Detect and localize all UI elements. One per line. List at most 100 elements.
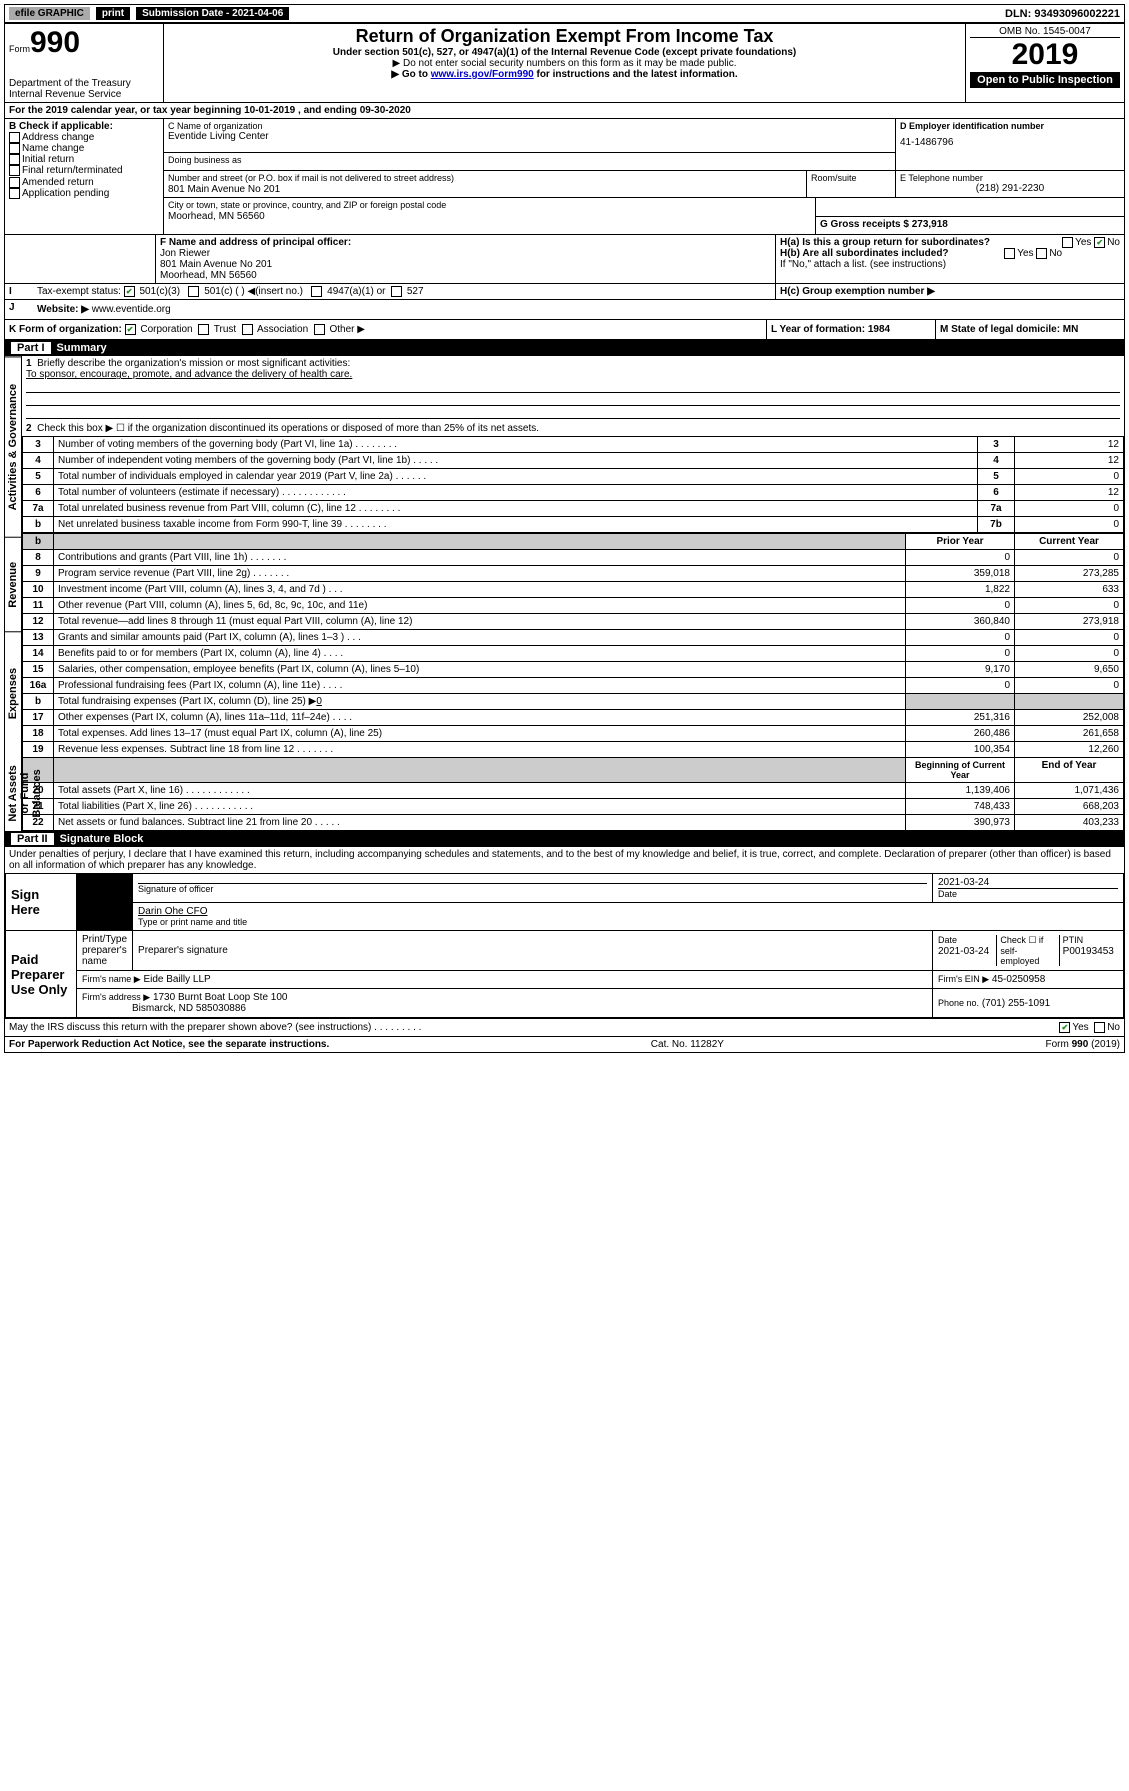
firm-addr1: 1730 Burnt Boat Loop Ste 100 — [153, 992, 288, 1003]
l5-desc: Total number of individuals employed in … — [54, 469, 978, 485]
row-21: 21Total liabilities (Part X, line 26) . … — [23, 799, 1124, 815]
header-center: Return of Organization Exempt From Incom… — [164, 24, 965, 102]
section-bcdeg: B Check if applicable: Address change Na… — [5, 119, 1124, 235]
line-1: 1 Briefly describe the organization's mi… — [22, 356, 1124, 421]
h-b: H(b) Are all subordinates included? Yes … — [780, 248, 1120, 259]
row-7b: bNet unrelated business taxable income f… — [23, 517, 1124, 533]
firm-name: Eide Bailly LLP — [143, 974, 210, 985]
check-corp-icon: ✔ — [125, 324, 136, 335]
l1-label: Briefly describe the organization's miss… — [37, 358, 350, 369]
subtitle-1: Under section 501(c), 527, or 4947(a)(1)… — [168, 47, 961, 58]
hdr-prior: Prior Year — [906, 534, 1015, 550]
top-bar-left: efile GRAPHIC print Submission Date - 20… — [9, 7, 289, 20]
ptin-value: P00193453 — [1063, 946, 1114, 957]
l9-prior: 359,018 — [906, 566, 1015, 582]
opt-initial-return[interactable]: Initial return — [9, 154, 159, 165]
lines-3-7: 3Number of voting members of the governi… — [22, 436, 1124, 533]
check-self: Check ☐ if self-employed — [997, 935, 1059, 966]
firm-phone-cell: Phone no. (701) 255-1091 — [933, 989, 1124, 1018]
l10-curr: 633 — [1015, 582, 1124, 598]
discuss-yes-icon: ✔ — [1059, 1022, 1070, 1033]
dept-irs: Internal Revenue Service — [9, 89, 159, 100]
city-value: Moorhead, MN 56560 — [168, 211, 265, 222]
blank-line — [26, 380, 1120, 393]
box-c-city: City or town, state or province, country… — [164, 198, 816, 234]
ptin-label: PTIN — [1063, 935, 1084, 945]
l13-desc: Grants and similar amounts paid (Part IX… — [54, 630, 906, 646]
blank-line — [26, 393, 1120, 406]
sub3-post: for instructions and the latest informat… — [534, 69, 738, 80]
l14-desc: Benefits paid to or for members (Part IX… — [54, 646, 906, 662]
l15-curr: 9,650 — [1015, 662, 1124, 678]
k-label: K Form of organization: — [9, 324, 122, 335]
l14-curr: 0 — [1015, 646, 1124, 662]
l20-curr: 1,071,436 — [1015, 783, 1124, 799]
row-19: 19Revenue less expenses. Subtract line 1… — [23, 742, 1124, 758]
print-button[interactable]: print — [96, 7, 130, 20]
row-10: 10Investment income (Part VIII, column (… — [23, 582, 1124, 598]
opt-label: Amended return — [22, 177, 94, 188]
prep-date: 2021-03-24 — [938, 946, 989, 957]
footer: For Paperwork Reduction Act Notice, see … — [5, 1036, 1124, 1052]
side-expenses: Expenses — [5, 631, 21, 754]
firm-addr-label: Firm's address ▶ — [82, 992, 150, 1002]
form-header: Form990 Department of the Treasury Inter… — [5, 24, 1124, 103]
blank-line — [26, 406, 1120, 419]
addr-label: Number and street (or P.O. box if mail i… — [168, 173, 454, 183]
l9-curr: 273,285 — [1015, 566, 1124, 582]
l21-desc: Total liabilities (Part X, line 26) . . … — [54, 799, 906, 815]
box-c-addr: Number and street (or P.O. box if mail i… — [164, 171, 807, 197]
l16b-pre: Total fundraising expenses (Part IX, col… — [58, 696, 316, 707]
row-12: 12Total revenue—add lines 8 through 11 (… — [23, 614, 1124, 630]
l12-curr: 273,918 — [1015, 614, 1124, 630]
l17-curr: 252,008 — [1015, 710, 1124, 726]
l20-desc: Total assets (Part X, line 16) . . . . .… — [54, 783, 906, 799]
part1-header: Part I Summary — [5, 340, 1124, 356]
firm-name-row: Firm's name ▶ Eide Bailly LLP Firm's EIN… — [6, 971, 1124, 989]
l3-desc: Number of voting members of the governin… — [54, 437, 978, 453]
opt-501c3: 501(c)(3) — [139, 286, 180, 297]
opt-application[interactable]: Application pending — [9, 188, 159, 199]
room-suite: Room/suite — [807, 171, 896, 197]
opt-other: Other ▶ — [329, 324, 364, 335]
officer-addr1: 801 Main Avenue No 201 — [160, 259, 771, 270]
box-d: D Employer identification number 41-1486… — [896, 119, 1124, 170]
l10-desc: Investment income (Part VIII, column (A)… — [54, 582, 906, 598]
box-f: F Name and address of principal officer:… — [156, 235, 776, 283]
opt-final-return[interactable]: Final return/terminated — [9, 165, 159, 176]
l16b-desc: Total fundraising expenses (Part IX, col… — [54, 694, 906, 710]
paid-preparer: Paid Preparer Use Only — [6, 931, 77, 1018]
part2-header: Part II Signature Block — [5, 831, 1124, 847]
opt-527: 527 — [407, 286, 424, 297]
footer-mid: Cat. No. 11282Y — [651, 1039, 724, 1050]
firm-name-cell: Firm's name ▶ Eide Bailly LLP — [77, 971, 933, 989]
tax-exempt-status: Tax-exempt status: ✔ 501(c)(3) 501(c) ( … — [33, 284, 776, 299]
l18-curr: 261,658 — [1015, 726, 1124, 742]
box-b: B Check if applicable: Address change Na… — [5, 119, 164, 234]
preparer-header-row: Paid Preparer Use Only Print/Type prepar… — [6, 931, 1124, 971]
opt-name-change[interactable]: Name change — [9, 143, 159, 154]
officer-name-title: Darin Ohe CFO — [138, 906, 1118, 917]
row-16b: bTotal fundraising expenses (Part IX, co… — [23, 694, 1124, 710]
header-right: OMB No. 1545-0047 2019 Open to Public In… — [965, 24, 1124, 102]
side-revenue: Revenue — [5, 537, 21, 632]
opt-amended[interactable]: Amended return — [9, 177, 159, 188]
side-netassets: Net Assets or Fund Balances — [5, 755, 21, 832]
irs-link[interactable]: www.irs.gov/Form990 — [431, 69, 534, 80]
l15-desc: Salaries, other compensation, employee b… — [54, 662, 906, 678]
declaration: Under penalties of perjury, I declare th… — [5, 847, 1124, 873]
officer-addr2: Moorhead, MN 56560 — [160, 270, 771, 281]
website-row: Website: ▶ www.eventide.org — [33, 300, 1124, 319]
opt-label: Initial return — [22, 154, 74, 165]
l7b-val: 0 — [1015, 517, 1124, 533]
submission-date: Submission Date - 2021-04-06 — [136, 7, 289, 20]
opt-address-change[interactable]: Address change — [9, 132, 159, 143]
l22-desc: Net assets or fund balances. Subtract li… — [54, 815, 906, 831]
ein-value: 41-1486796 — [900, 137, 1120, 148]
l3-val: 12 — [1015, 437, 1124, 453]
name-title-row: Darin Ohe CFO Type or print name and tit… — [6, 903, 1124, 931]
l22-prior: 390,973 — [906, 815, 1015, 831]
l18-desc: Total expenses. Add lines 13–17 (must eq… — [54, 726, 906, 742]
l19-curr: 12,260 — [1015, 742, 1124, 758]
row-8: 8Contributions and grants (Part VIII, li… — [23, 550, 1124, 566]
